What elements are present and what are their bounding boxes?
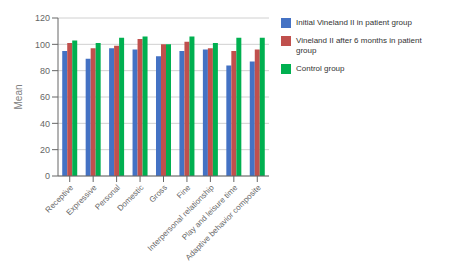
svg-text:Mean: Mean [13,84,24,109]
svg-text:0: 0 [45,171,50,181]
svg-text:Personal: Personal [93,183,122,212]
svg-text:100: 100 [35,40,50,50]
html-text:Vineland II after 6 months in: Vineland II after 6 months in patient gr… [296,36,422,55]
svg-text:20: 20 [40,145,50,155]
svg-text:Gross: Gross [147,183,168,204]
html-text:Control group: Control group [296,64,345,73]
svg-text:Receptive: Receptive [43,183,76,215]
svg-text:60: 60 [40,92,50,102]
html-text:Initial Vineland II in patient: Initial Vineland II in patient group [296,18,412,27]
svg-text:120: 120 [35,13,50,23]
svg-text:80: 80 [40,66,50,76]
svg-text:Fine: Fine [175,183,193,201]
svg-text:Adaptive behavior composite: Adaptive behavior composite [184,183,263,262]
svg-text:Interpersonal relationship: Interpersonal relationship [145,183,216,253]
svg-text:40: 40 [40,119,50,129]
svg-text:Play and leisure time: Play and leisure time [180,183,240,242]
svg-text:Expressive: Expressive [65,183,99,217]
svg-text:Domestic: Domestic [116,183,146,213]
